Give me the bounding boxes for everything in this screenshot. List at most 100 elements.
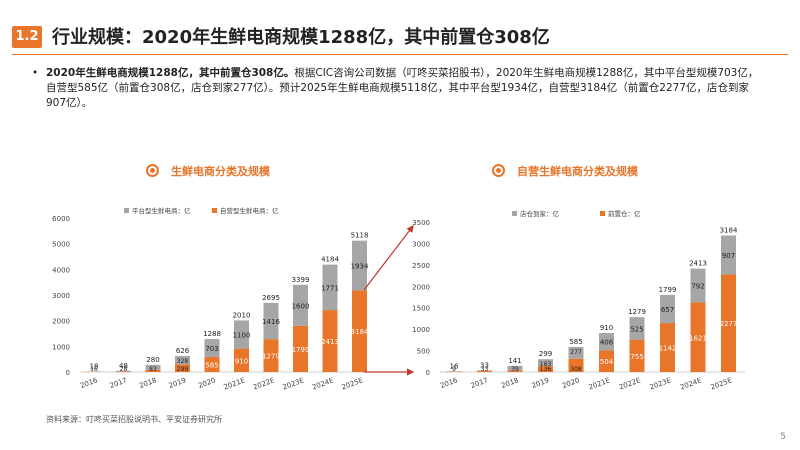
bar-segment-orange xyxy=(322,310,338,372)
x-tick-label: 2023E xyxy=(282,376,306,391)
y-tick-label: 0 xyxy=(66,369,70,377)
bar-segment-gray xyxy=(204,338,220,357)
data-label: 9 xyxy=(452,366,456,373)
y-tick-label: 3000 xyxy=(52,292,70,300)
total-label: 1279 xyxy=(628,308,646,316)
x-tick-label: 2022E xyxy=(618,376,642,391)
data-label: 3184 xyxy=(351,328,369,336)
legend-label: 自营型生鲜电商：亿 xyxy=(220,206,279,215)
target-icon xyxy=(492,164,505,177)
x-tick-label: 2022E xyxy=(252,376,276,391)
data-label: 28 xyxy=(120,366,128,373)
x-tick-label: 2017 xyxy=(109,376,128,390)
x-tick-label: 2017 xyxy=(470,376,489,390)
bar-segment-orange xyxy=(629,339,645,372)
total-label: 585 xyxy=(569,338,582,346)
bar-segment-orange xyxy=(204,356,220,372)
data-label: 1799 xyxy=(292,346,310,354)
total-label: 3184 xyxy=(720,227,738,235)
bar-segment-orange xyxy=(263,339,279,372)
x-tick-label: 2020 xyxy=(197,376,216,390)
data-label: 703 xyxy=(205,345,218,353)
total-label: 48 xyxy=(119,362,128,370)
data-label: 33 xyxy=(481,366,489,373)
data-label: 16 xyxy=(90,366,98,373)
y-tick-label: 2500 xyxy=(412,262,430,270)
bar-segment-gray xyxy=(507,365,523,371)
legend-swatch xyxy=(124,208,129,213)
y-tick-label: 6000 xyxy=(52,215,70,223)
bar-segment-orange xyxy=(507,370,523,372)
x-tick-label: 2021E xyxy=(588,376,612,391)
y-tick-label: 500 xyxy=(417,348,430,356)
bar-segment-gray xyxy=(234,320,249,349)
data-label: 39 xyxy=(511,366,519,373)
data-label: 1279 xyxy=(262,353,280,361)
bar-segment-gray xyxy=(322,264,338,311)
total-label: 33 xyxy=(480,362,489,370)
data-label: 585 xyxy=(205,361,218,369)
data-label: 308 xyxy=(570,366,582,373)
bar-segment-gray xyxy=(629,317,645,340)
data-label: 136 xyxy=(540,366,552,373)
total-label: 2695 xyxy=(262,294,280,302)
y-tick-label: 3500 xyxy=(412,219,430,227)
total-label: 2010 xyxy=(233,311,251,319)
data-label: 1771 xyxy=(321,284,339,292)
x-tick-label: 2018 xyxy=(138,376,157,390)
title-divider xyxy=(12,54,788,55)
bar-segment-orange xyxy=(477,370,492,372)
x-tick-label: 2025E xyxy=(710,376,734,391)
y-tick-label: 5000 xyxy=(52,241,70,249)
data-label: 1600 xyxy=(292,302,310,310)
bar-segment-gray xyxy=(599,333,614,351)
data-label: 328 xyxy=(177,358,189,365)
x-tick-label: 2024E xyxy=(679,376,703,391)
x-tick-label: 2023E xyxy=(649,376,673,391)
total-label: 626 xyxy=(176,347,190,355)
bar-segment-orange xyxy=(352,290,367,372)
legend-label: 平台型生鲜电商：亿 xyxy=(132,206,191,215)
y-tick-label: 0 xyxy=(426,369,430,377)
data-label: 2277 xyxy=(720,320,738,328)
data-label: 525 xyxy=(630,325,643,333)
y-tick-label: 4000 xyxy=(52,266,70,274)
x-tick-label: 2016 xyxy=(79,376,99,390)
bar-segment-gray xyxy=(690,268,706,303)
intro-paragraph: • 2020年生鲜电商规模1288亿，其中前置仓308亿。根据CIC咨询公司数据… xyxy=(32,66,766,111)
intro-lead: 2020年生鲜电商规模1288亿，其中前置仓308亿。 xyxy=(46,67,295,79)
x-tick-label: 2020 xyxy=(561,376,580,390)
bar-segment-gray xyxy=(175,355,190,365)
total-label: 299 xyxy=(539,350,552,358)
legend-swatch xyxy=(212,208,217,213)
bar-segment-orange xyxy=(175,364,190,372)
data-label: 657 xyxy=(661,306,674,314)
total-label: 280 xyxy=(146,356,159,364)
total-label: 18 xyxy=(90,363,99,371)
x-tick-label: 2019 xyxy=(168,376,187,390)
total-label: 5118 xyxy=(351,232,369,240)
data-label: 910 xyxy=(235,357,248,365)
data-label: 907 xyxy=(722,252,735,260)
bar-segment-orange xyxy=(538,366,553,372)
data-label: 163 xyxy=(540,361,552,368)
total-label: 2413 xyxy=(689,260,707,268)
legend-swatch xyxy=(512,211,517,216)
data-label: 792 xyxy=(691,283,704,291)
x-tick-label: 2019 xyxy=(531,376,550,390)
x-tick-label: 2016 xyxy=(439,376,459,390)
bar-segment-orange xyxy=(660,323,675,372)
y-tick-label: 1500 xyxy=(412,305,430,313)
page-title: 行业规模：2020年生鲜电商规模1288亿，其中前置仓308亿 xyxy=(52,27,550,48)
bullet-icon: • xyxy=(32,67,39,79)
data-label: 1934 xyxy=(351,262,369,270)
bar-segment-gray xyxy=(352,240,367,291)
bar-segment-orange xyxy=(599,350,614,372)
total-label: 1288 xyxy=(203,330,221,338)
data-label: 755 xyxy=(630,353,643,361)
bar-segment-gray xyxy=(568,346,584,359)
legend-label: 前置仓：亿 xyxy=(608,209,641,218)
legend-swatch xyxy=(600,211,605,216)
data-label: 1100 xyxy=(233,332,251,340)
